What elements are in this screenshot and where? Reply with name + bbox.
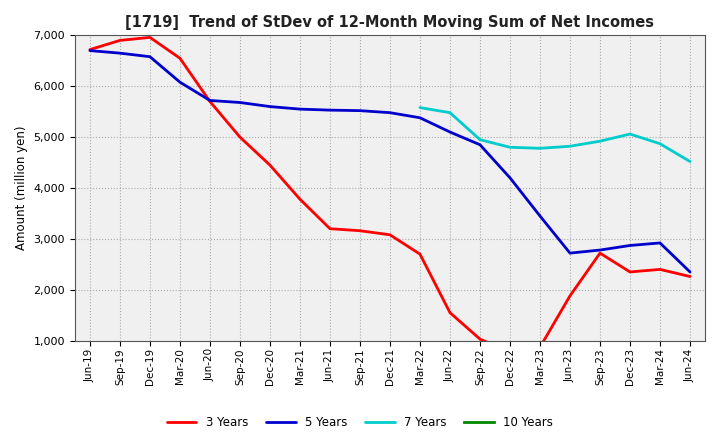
Title: [1719]  Trend of StDev of 12-Month Moving Sum of Net Incomes: [1719] Trend of StDev of 12-Month Moving… [125,15,654,30]
5 Years [176,80,184,85]
7 Years [566,143,575,149]
3 Years [86,47,94,52]
3 Years [356,228,364,233]
3 Years [415,252,424,257]
7 Years [536,146,544,151]
Line: 5 Years: 5 Years [90,51,690,272]
5 Years [86,48,94,53]
7 Years [476,137,485,142]
5 Years [566,250,575,256]
Line: 7 Years: 7 Years [420,108,690,161]
3 Years [685,274,694,279]
5 Years [476,142,485,147]
3 Years [566,293,575,298]
5 Years [266,104,274,109]
5 Years [116,51,125,56]
3 Years [116,38,125,43]
5 Years [145,54,154,59]
Legend: 3 Years, 5 Years, 7 Years, 10 Years: 3 Years, 5 Years, 7 Years, 10 Years [162,412,558,434]
3 Years [446,310,454,315]
3 Years [206,99,215,104]
3 Years [595,250,604,256]
3 Years [386,232,395,238]
5 Years [446,129,454,135]
3 Years [145,35,154,40]
Y-axis label: Amount (million yen): Amount (million yen) [15,126,28,250]
5 Years [626,243,634,248]
7 Years [505,145,514,150]
3 Years [235,135,244,140]
3 Years [505,349,514,355]
7 Years [626,132,634,137]
7 Years [656,141,665,147]
5 Years [206,98,215,103]
5 Years [386,110,395,115]
3 Years [536,345,544,350]
5 Years [415,115,424,121]
3 Years [476,337,485,342]
7 Years [685,159,694,164]
7 Years [595,139,604,144]
5 Years [685,269,694,275]
5 Years [505,175,514,180]
5 Years [296,106,305,112]
7 Years [446,110,454,115]
5 Years [235,100,244,105]
3 Years [626,269,634,275]
5 Years [656,240,665,246]
3 Years [296,197,305,202]
5 Years [595,247,604,253]
3 Years [176,55,184,61]
3 Years [325,226,334,231]
Line: 3 Years: 3 Years [90,37,690,352]
5 Years [356,108,364,113]
5 Years [325,107,334,113]
3 Years [266,162,274,168]
5 Years [536,213,544,219]
3 Years [656,267,665,272]
7 Years [415,105,424,110]
